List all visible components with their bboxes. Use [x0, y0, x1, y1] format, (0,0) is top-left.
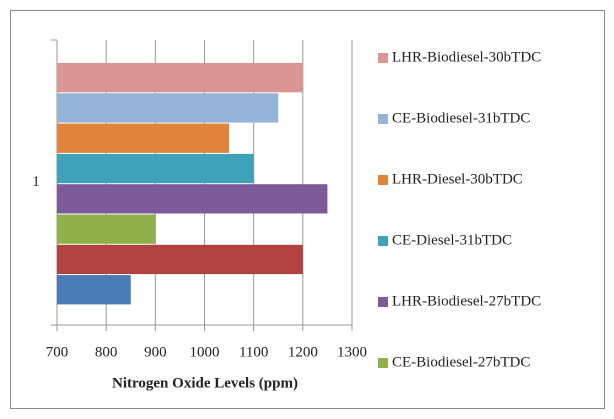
legend-swatch: [378, 297, 388, 307]
x-tick-label: 1000: [190, 344, 220, 360]
bar: [57, 93, 279, 123]
x-tick-label: 1300: [337, 344, 367, 360]
legend-swatch: [378, 175, 388, 185]
legend-label: LHR-Biodiesel-30bTDC: [392, 49, 541, 65]
bar: [57, 184, 328, 214]
x-tick-label: 1200: [288, 344, 318, 360]
legend-label: CE-Biodiesel-27bTDC: [392, 354, 530, 370]
x-tick-label: 900: [144, 344, 167, 360]
legend-label: LHR-Diesel-30bTDC: [392, 171, 523, 187]
legend-label: LHR-Biodiesel-27bTDC: [392, 293, 541, 309]
x-tick-label: 700: [46, 344, 69, 360]
x-tick-label: 800: [95, 344, 118, 360]
legend-swatch: [378, 236, 388, 246]
bar: [57, 214, 156, 244]
legend-swatch: [378, 114, 388, 124]
bar: [57, 244, 303, 275]
bar: [57, 153, 254, 184]
legend-swatch: [378, 358, 388, 368]
legend-label: CE-Biodiesel-31bTDC: [392, 110, 530, 126]
bar: [57, 63, 303, 93]
legend-swatch: [378, 53, 388, 63]
bar: [57, 123, 230, 153]
y-tick-label: 1: [32, 174, 40, 190]
x-tick-label: 1100: [239, 344, 268, 360]
bar: [57, 275, 131, 305]
x-axis-title: Nitrogen Oxide Levels (ppm): [112, 375, 298, 391]
legend-label: CE-Diesel-31bTDC: [392, 232, 512, 248]
